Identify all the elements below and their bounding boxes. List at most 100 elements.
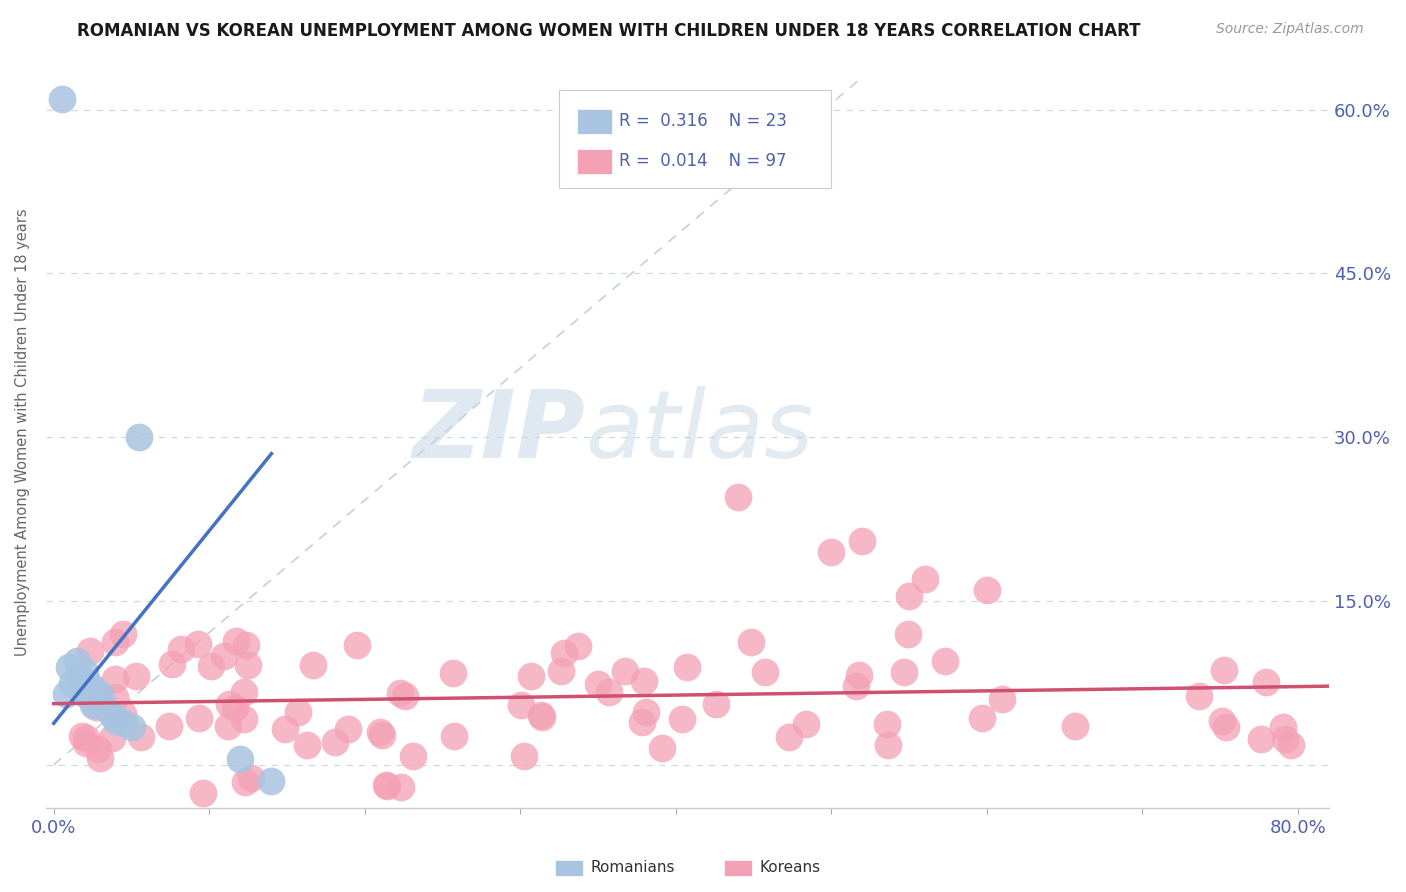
Point bbox=[727, 491, 749, 505]
Point bbox=[274, 722, 297, 736]
Point bbox=[55, 687, 77, 701]
Point bbox=[200, 659, 222, 673]
Point bbox=[86, 700, 108, 714]
Point bbox=[970, 711, 993, 725]
Point bbox=[794, 717, 817, 731]
Point bbox=[991, 691, 1014, 706]
Text: Romanians: Romanians bbox=[591, 860, 675, 874]
Point bbox=[218, 697, 240, 711]
Point bbox=[820, 545, 842, 559]
Point bbox=[740, 634, 762, 648]
Point bbox=[897, 627, 920, 641]
Point bbox=[89, 687, 111, 701]
Point bbox=[1064, 719, 1087, 733]
Point bbox=[224, 701, 246, 715]
Point bbox=[598, 685, 620, 699]
Point bbox=[778, 730, 800, 744]
Point bbox=[75, 736, 97, 750]
Point bbox=[157, 719, 180, 733]
Point bbox=[336, 722, 359, 736]
Point bbox=[128, 430, 150, 444]
Point bbox=[287, 705, 309, 719]
Point bbox=[86, 692, 108, 706]
Point bbox=[58, 659, 80, 673]
Point bbox=[519, 669, 541, 683]
Point bbox=[375, 779, 398, 793]
Point bbox=[66, 654, 89, 668]
Point bbox=[374, 778, 396, 792]
Point bbox=[671, 712, 693, 726]
Point bbox=[754, 665, 776, 680]
Point bbox=[402, 748, 425, 763]
Point bbox=[513, 749, 536, 764]
Point bbox=[1213, 663, 1236, 677]
Point bbox=[104, 690, 127, 704]
Point bbox=[1215, 720, 1237, 734]
Point bbox=[187, 637, 209, 651]
Point bbox=[553, 646, 575, 660]
Point bbox=[101, 708, 124, 723]
Text: R =  0.014    N = 97: R = 0.014 N = 97 bbox=[619, 152, 786, 170]
Point bbox=[914, 572, 936, 586]
Text: Source: ZipAtlas.com: Source: ZipAtlas.com bbox=[1216, 22, 1364, 37]
Point bbox=[104, 714, 127, 728]
Point bbox=[51, 92, 73, 106]
Point bbox=[232, 712, 254, 726]
Point bbox=[112, 716, 135, 731]
Point bbox=[112, 627, 135, 641]
Point bbox=[510, 698, 533, 712]
Point bbox=[614, 664, 637, 678]
Point bbox=[651, 740, 673, 755]
Text: R =  0.316    N = 23: R = 0.316 N = 23 bbox=[619, 112, 787, 130]
Point bbox=[188, 711, 211, 725]
Point bbox=[586, 677, 609, 691]
Point bbox=[97, 703, 120, 717]
Point bbox=[82, 681, 104, 696]
Text: Koreans: Koreans bbox=[759, 860, 820, 874]
Point bbox=[131, 731, 153, 745]
Point bbox=[443, 729, 465, 743]
Point bbox=[104, 673, 127, 687]
Point bbox=[232, 685, 254, 699]
Point bbox=[876, 717, 898, 731]
Point bbox=[69, 670, 91, 684]
Point bbox=[235, 775, 257, 789]
Point bbox=[93, 698, 115, 712]
Point bbox=[238, 658, 260, 673]
Point bbox=[302, 657, 325, 672]
Point bbox=[191, 786, 214, 800]
Point bbox=[388, 686, 411, 700]
Point bbox=[631, 715, 654, 730]
Text: ROMANIAN VS KOREAN UNEMPLOYMENT AMONG WOMEN WITH CHILDREN UNDER 18 YEARS CORRELA: ROMANIAN VS KOREAN UNEMPLOYMENT AMONG WO… bbox=[77, 22, 1140, 40]
Point bbox=[368, 725, 391, 739]
Point bbox=[676, 660, 699, 674]
Point bbox=[550, 664, 572, 678]
Point bbox=[70, 681, 93, 696]
Point bbox=[1254, 675, 1277, 690]
Point bbox=[1271, 720, 1294, 734]
Y-axis label: Unemployment Among Women with Children Under 18 years: Unemployment Among Women with Children U… bbox=[15, 208, 30, 656]
Point bbox=[75, 731, 97, 746]
Point bbox=[1211, 714, 1233, 728]
Point bbox=[371, 728, 394, 742]
Point bbox=[70, 729, 93, 743]
Point bbox=[87, 741, 110, 756]
Point bbox=[73, 665, 96, 679]
Point bbox=[893, 665, 915, 679]
Point bbox=[851, 533, 873, 548]
Text: atlas: atlas bbox=[585, 386, 813, 477]
Point bbox=[235, 638, 257, 652]
Point bbox=[82, 698, 104, 712]
Point bbox=[229, 752, 252, 766]
Point bbox=[1188, 689, 1211, 703]
Point bbox=[531, 710, 554, 724]
Point bbox=[160, 657, 183, 672]
Point bbox=[976, 583, 998, 598]
Point bbox=[1279, 738, 1302, 752]
Point bbox=[225, 634, 247, 648]
Point bbox=[877, 738, 900, 752]
Point bbox=[634, 705, 657, 719]
Point bbox=[441, 666, 464, 681]
Point bbox=[389, 780, 412, 795]
Point bbox=[217, 719, 239, 733]
